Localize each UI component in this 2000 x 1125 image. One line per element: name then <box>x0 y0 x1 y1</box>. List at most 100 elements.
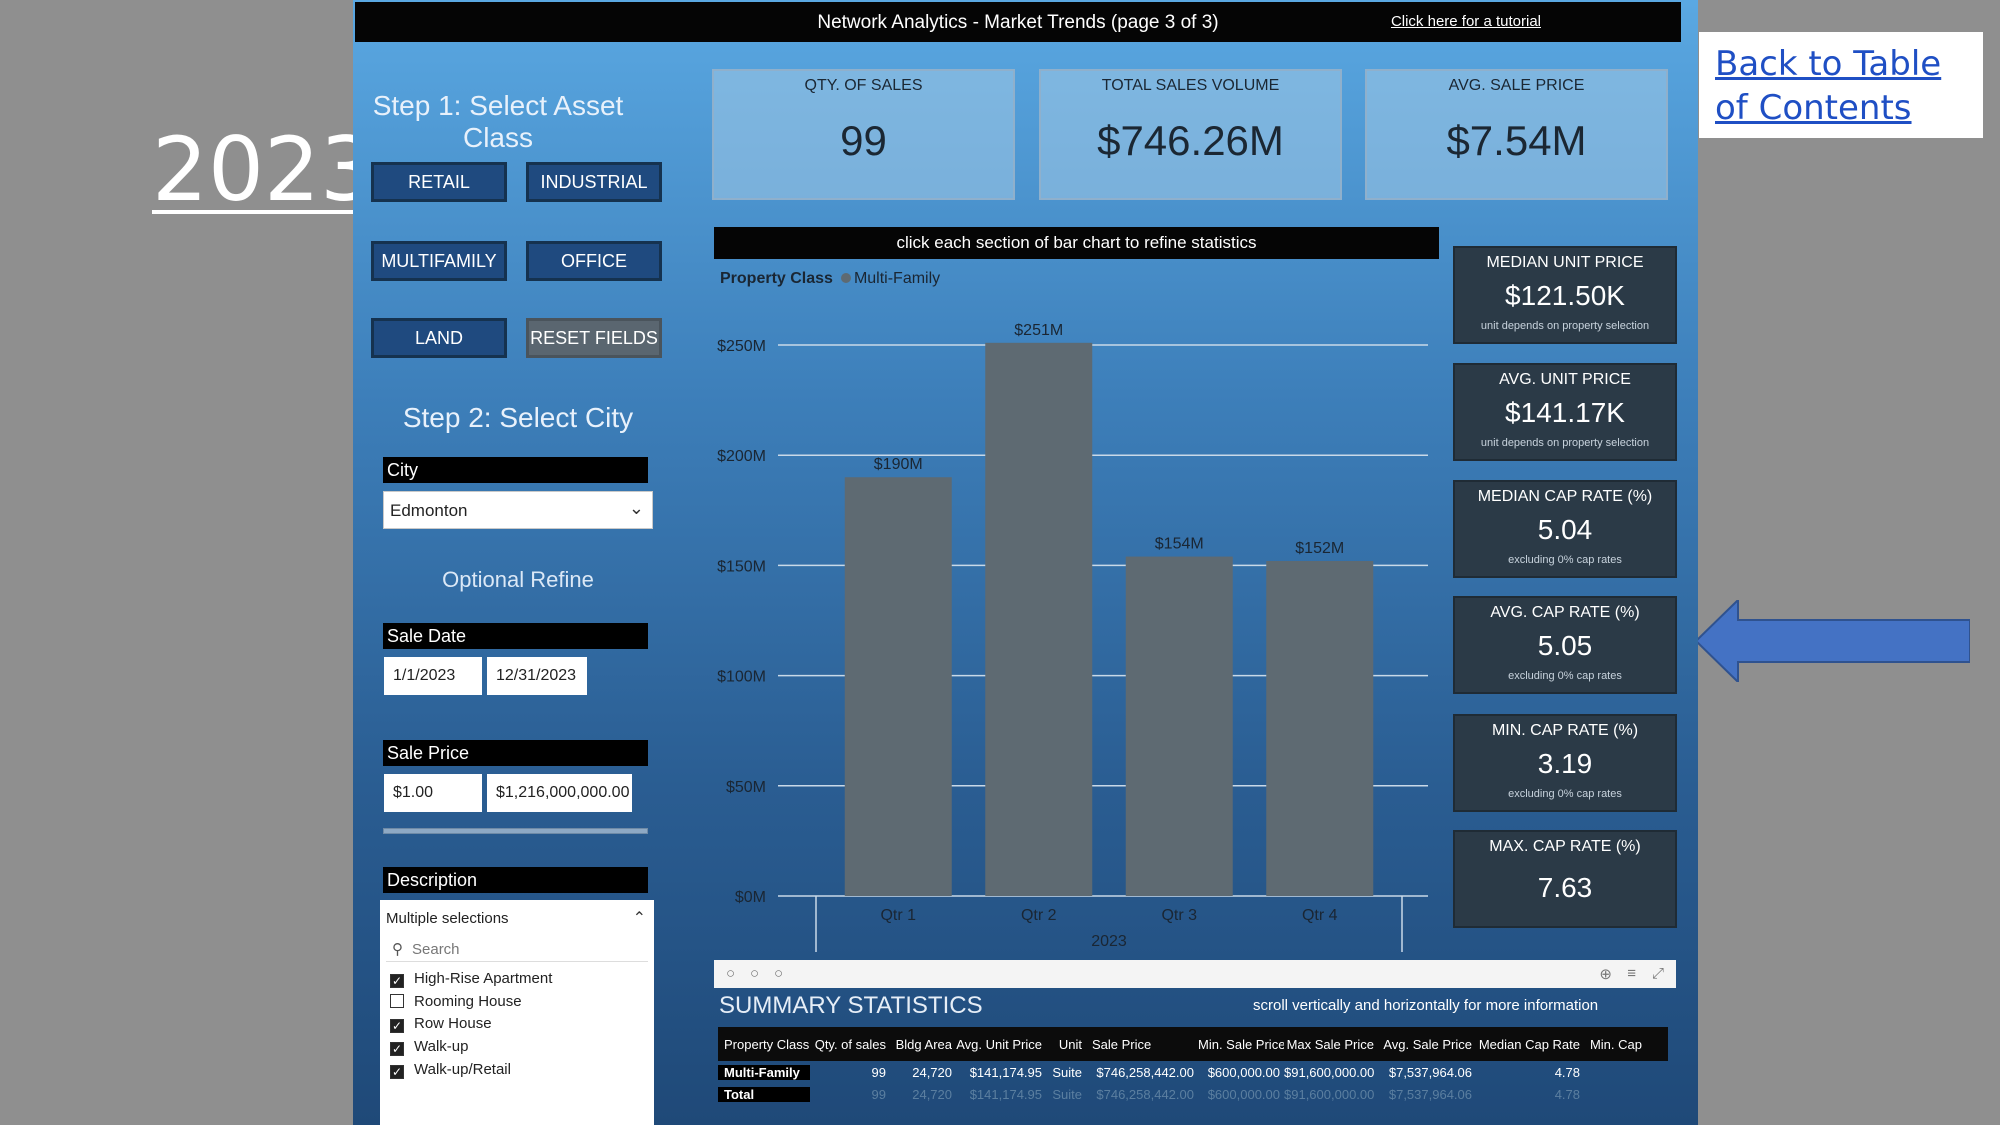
drill-down-icon[interactable]: ○ <box>750 965 760 982</box>
stat-value: 3.19 <box>1537 748 1593 779</box>
table-cell: $141,174.95 <box>969 1064 1042 1080</box>
column-header[interactable]: Avg. Unit Price <box>956 1036 1042 1052</box>
stat-avg-cap-rate: AVG. CAP RATE (%) 5.05 excluding 0% cap … <box>1453 596 1677 694</box>
tutorial-link[interactable]: Click here for a tutorial <box>1390 13 1541 30</box>
bar-chart[interactable]: $0M $50M $100M $150M $200M $250M $190M Qtr 1 $25… <box>708 300 1438 960</box>
description-search-input[interactable]: ⚲ Search <box>386 938 648 962</box>
table-row-total[interactable]: Total 99 24,720 $141,174.95 Suite $746,2… <box>718 1083 1668 1105</box>
x-tick-label: Qtr 2 <box>1021 907 1057 924</box>
drill-mode-icon[interactable]: ⊕ <box>1599 966 1612 983</box>
sale-price-slider[interactable] <box>383 828 648 834</box>
table-cell: $91,600,000.00 <box>1284 1086 1375 1102</box>
dashboard-title: Network Analytics - Market Trends (page … <box>817 12 1219 33</box>
table-cell: 24,720 <box>912 1064 952 1080</box>
search-placeholder: Search <box>412 941 460 958</box>
stat-note: excluding 0% cap rates <box>1508 788 1622 800</box>
back-to-toc-link-box[interactable]: Back to Table of Contents <box>1699 32 1983 138</box>
expand-level-icon[interactable]: ○ <box>774 965 784 982</box>
summary-table[interactable]: Property Class Qty. of sales Bldg Area A… <box>718 1027 1668 1105</box>
bar-data-label: $154M <box>1155 536 1204 553</box>
stat-value: $141.17K <box>1505 397 1625 428</box>
checkbox-checked-icon[interactable]: ✓ <box>390 974 404 988</box>
focus-mode-icon[interactable]: ⤢ <box>1651 965 1664 982</box>
city-value: Edmonton <box>390 501 468 520</box>
column-header[interactable]: Unit <box>1058 1036 1082 1052</box>
sale-price-min-input[interactable]: $1.00 <box>384 774 482 812</box>
table-cell: Multi-Family <box>718 1064 810 1080</box>
column-header[interactable]: Min. Sale Price <box>1198 1036 1284 1052</box>
retail-button[interactable]: RETAIL <box>371 162 507 202</box>
back-to-toc-link[interactable]: Back to Table of Contents <box>1715 44 1942 128</box>
city-label: City <box>383 457 648 483</box>
sale-price-label: Sale Price <box>383 740 648 766</box>
description-item[interactable]: ✓ Walk-up/Retail <box>390 1061 511 1083</box>
sale-date-label: Sale Date <box>383 623 648 649</box>
checkbox-checked-icon[interactable]: ✓ <box>390 1065 404 1079</box>
column-header[interactable]: Sale Price <box>1092 1036 1152 1052</box>
y-tick-label: $200M <box>717 448 766 465</box>
chart-hint: click each section of bar chart to refin… <box>714 227 1439 259</box>
description-item-label: Walk-up <box>414 1038 469 1055</box>
table-row[interactable]: Multi-Family 99 24,720 $141,174.95 Suite… <box>718 1061 1668 1083</box>
bar-data-label: $251M <box>1014 322 1063 339</box>
checkbox-checked-icon[interactable]: ✓ <box>390 1042 404 1056</box>
column-header[interactable]: Median Cap Rate <box>1478 1036 1580 1052</box>
column-header[interactable]: Property Class <box>724 1036 810 1052</box>
checkbox-unchecked-icon[interactable] <box>390 994 404 1008</box>
column-header[interactable]: Qty. of sales <box>814 1036 886 1052</box>
city-dropdown[interactable]: Edmonton ⌄ <box>383 491 653 529</box>
description-item[interactable]: ✓ Walk-up <box>390 1038 468 1060</box>
description-item-label: Walk-up/Retail <box>414 1061 511 1078</box>
description-item[interactable]: ✓ Row House <box>390 1015 492 1037</box>
bar[interactable] <box>985 342 1093 896</box>
stat-max-cap-rate: MAX. CAP RATE (%) 7.63 <box>1453 830 1677 928</box>
bar-data-label: $190M <box>874 456 923 473</box>
column-header[interactable]: Min. Cap <box>1589 1036 1642 1052</box>
chevron-down-icon[interactable]: ⌄ <box>628 498 644 518</box>
stat-label: AVG. UNIT PRICE <box>1499 371 1631 388</box>
column-header[interactable]: Bldg Area <box>895 1036 952 1052</box>
year-label: 2023 <box>152 118 376 221</box>
description-item[interactable]: ✓ High-Rise Apartment <box>390 970 552 992</box>
checkbox-checked-icon[interactable]: ✓ <box>390 1019 404 1033</box>
reset-fields-button[interactable]: RESET FIELDS <box>526 318 662 358</box>
stat-label: MEDIAN CAP RATE (%) <box>1477 488 1653 505</box>
stat-median-unit-price: MEDIAN UNIT PRICE $121.50K unit depends … <box>1453 246 1677 344</box>
column-header[interactable]: Max Sale Price <box>1286 1036 1374 1052</box>
description-value: Multiple selections <box>386 910 509 927</box>
land-button[interactable]: LAND <box>371 318 507 358</box>
filter-icon[interactable]: ≡ <box>1627 965 1636 982</box>
stat-avg-unit-price: AVG. UNIT PRICE $141.17K unit depends on… <box>1453 363 1677 461</box>
sale-price-max-input[interactable]: $1,216,000,000.00 <box>487 774 632 812</box>
x-tick-label: Qtr 3 <box>1161 907 1197 924</box>
y-tick-label: $100M <box>717 669 766 686</box>
table-header: Property Class Qty. of sales Bldg Area A… <box>718 1027 1668 1061</box>
description-dropdown[interactable]: Multiple selections ⌃ ⚲ Search ✓ High-Ris… <box>380 900 654 1125</box>
legend-title: Property Class <box>720 270 833 287</box>
table-cell: $141,174.95 <box>969 1086 1042 1102</box>
description-item[interactable]: Rooming House <box>390 993 522 1015</box>
sale-date-to-input[interactable]: 12/31/2023 <box>487 657 587 695</box>
table-cell: Total <box>718 1086 810 1102</box>
bar[interactable] <box>1125 556 1233 896</box>
chevron-up-icon[interactable]: ⌃ <box>632 910 646 927</box>
kpi-qty-of-sales: QTY. OF SALES 99 <box>712 69 1015 200</box>
kpi-total-sales-volume: TOTAL SALES VOLUME $746.26M <box>1039 69 1342 200</box>
bar[interactable] <box>1266 560 1374 896</box>
sale-date-from-input[interactable]: 1/1/2023 <box>384 657 482 695</box>
industrial-button[interactable]: INDUSTRIAL <box>526 162 662 202</box>
table-cell: $91,600,000.00 <box>1284 1064 1375 1080</box>
office-button[interactable]: OFFICE <box>526 241 662 281</box>
kpi-value: 99 <box>840 117 887 164</box>
bar[interactable] <box>844 477 952 896</box>
table-cell: Suite <box>1052 1064 1082 1080</box>
table-cell: 4.78 <box>1554 1064 1580 1080</box>
drill-up-icon[interactable]: ○ <box>726 965 736 982</box>
column-header[interactable]: Avg. Sale Price <box>1383 1036 1472 1052</box>
step2-title: Step 2: Select City <box>402 402 634 433</box>
multifamily-button[interactable]: MULTIFAMILY <box>371 241 507 281</box>
table-cell: $600,000.00 <box>1207 1064 1280 1080</box>
stat-value: $121.50K <box>1505 280 1625 311</box>
kpi-label: AVG. SALE PRICE <box>1448 77 1585 94</box>
search-icon: ⚲ <box>392 941 403 958</box>
